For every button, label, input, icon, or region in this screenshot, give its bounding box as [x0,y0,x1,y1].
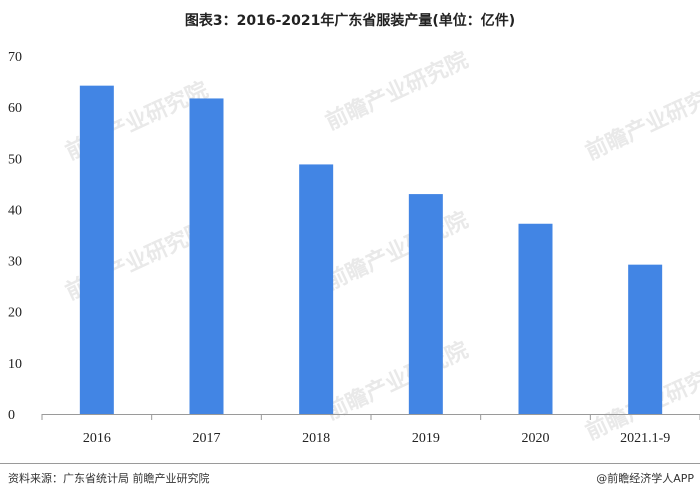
x-tick-label: 2017 [193,431,221,446]
y-tick-label: 50 [8,152,22,167]
y-tick-label: 60 [8,101,22,116]
y-tick-label: 40 [8,203,22,218]
watermark-text: 前瞻产业研究院 [582,77,700,166]
footer: 资料来源：广东省统计局 前瞻产业研究院 @前瞻经济学人APP [0,463,700,492]
x-tick-label: 2021.1-9 [620,431,670,446]
watermark-text: 前瞻产业研究院 [322,207,473,296]
y-tick-label: 20 [8,306,22,321]
bar-2019 [408,194,443,414]
brand-credit: @前瞻经济学人APP [596,472,694,485]
watermark-text: 前瞻产业研究院 [322,337,473,426]
y-axis: 0 10 20 30 40 50 60 70 [8,50,22,423]
y-tick-label: 10 [8,357,22,372]
bar-2018 [299,164,334,414]
x-tick-label: 2016 [83,431,111,446]
y-tick-label: 0 [8,408,15,423]
bar-2017 [189,98,224,414]
x-axis: 2016 2017 2018 2019 2020 2021.1-9 [41,414,700,446]
x-tick-label: 2018 [302,431,330,446]
bar-2020 [518,223,553,414]
chart-title: 图表3：2016-2021年广东省服装产量(单位：亿件) [184,13,516,29]
source-note: 资料来源：广东省统计局 前瞻产业研究院 [8,472,210,485]
y-tick-label: 30 [8,255,22,270]
bar-2021.1-9 [628,264,663,414]
bar-2016 [79,85,114,415]
bars [79,85,663,415]
x-tick-label: 2019 [412,431,440,446]
watermark-text: 前瞻产业研究院 [322,47,473,136]
y-tick-label: 70 [8,50,22,65]
x-tick-label: 2020 [522,431,550,446]
